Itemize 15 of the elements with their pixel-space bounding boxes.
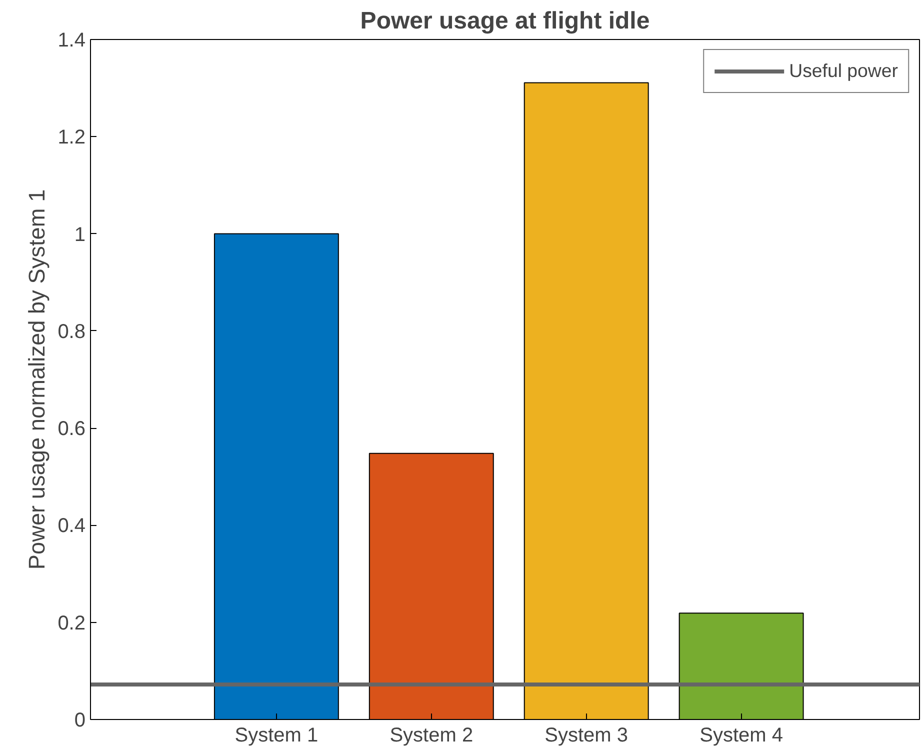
y-tick-label: 0.4: [58, 515, 86, 538]
legend-label: Useful power: [789, 60, 898, 82]
y-tick-label: 1.4: [58, 30, 86, 52]
x-tick-label: System 1: [234, 724, 318, 746]
x-tick-label: System 2: [390, 724, 474, 746]
y-tick-label: 1: [74, 224, 86, 246]
x-tick-label: System 4: [700, 724, 783, 746]
y-tick-label: 1.2: [58, 126, 86, 149]
x-tick-label: System 3: [544, 724, 628, 746]
y-tick-label: 0: [74, 710, 86, 732]
y-tick-label: 0.8: [58, 320, 86, 343]
y-tick-label: 0.6: [58, 418, 86, 440]
y-tick-label: 0.2: [58, 612, 86, 634]
chart-title: Power usage at flight idle: [360, 8, 650, 34]
y-axis-title: Power usage normalized by System 1: [24, 189, 50, 570]
